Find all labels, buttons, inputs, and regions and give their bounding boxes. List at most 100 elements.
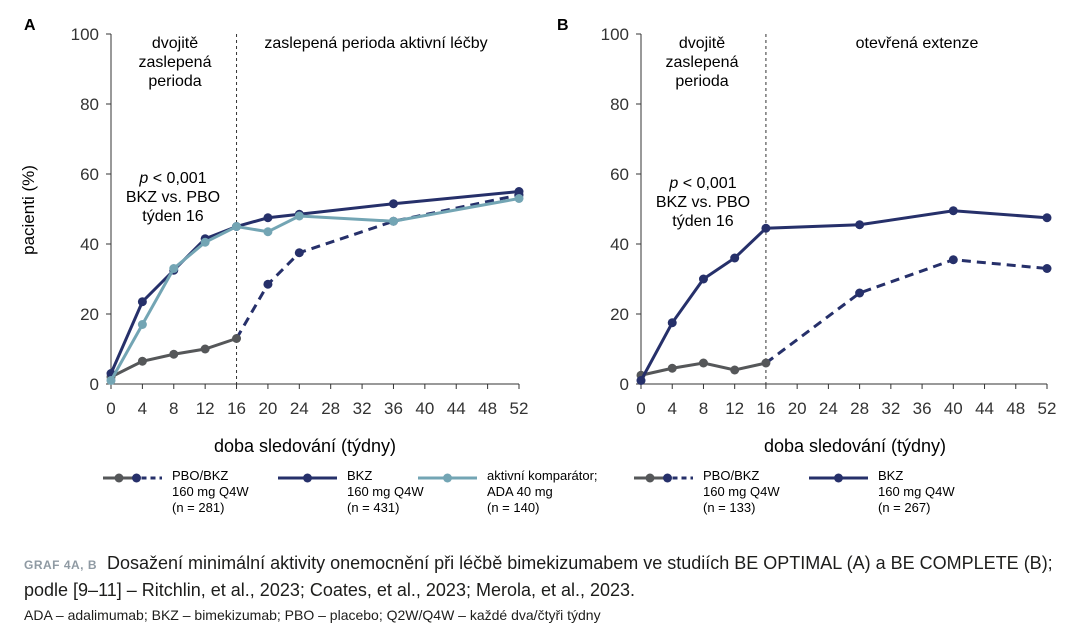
x-tick-label: 20 [788, 399, 807, 418]
legend-swatch [634, 473, 693, 483]
period-label-main: zaslepená perioda aktivní léčby [264, 35, 487, 52]
data-point-bkz [1042, 213, 1052, 223]
p-symbol: p [138, 170, 148, 187]
panel-label-b: B [557, 17, 569, 34]
y-tick-label: 20 [610, 305, 629, 324]
period-label-line: zaslepená [666, 54, 739, 71]
x-tick-label: 40 [944, 399, 963, 418]
data-point-aktivn-kompar-tor [200, 237, 210, 247]
data-point-pbo-bkz [761, 358, 771, 368]
legend-swatch [418, 473, 477, 483]
data-point-bkz [730, 253, 740, 263]
data-point-pbo-bkz [667, 363, 677, 373]
svg-text:p < 0,001: p < 0,001 [138, 170, 206, 187]
legend-label: ADA 40 mg [487, 484, 553, 499]
legend-label: (n = 133) [703, 500, 755, 515]
data-point-aktivn-kompar-tor [232, 222, 242, 231]
legend-item-pbo-bkz: PBO/BKZ 160 mg Q4W (n = 281) [103, 468, 249, 515]
data-point-aktivn-kompar-tor [137, 320, 147, 329]
data-point-bkz [388, 199, 398, 209]
period-labels: dvojitě zaslepená perioda otevřená exten… [666, 35, 979, 90]
x-tick-label: 32 [881, 399, 900, 418]
x-tick-label: 36 [384, 399, 403, 418]
legend-label: (n = 267) [878, 500, 930, 515]
x-tick-label: 8 [699, 399, 708, 418]
x-tick-label: 36 [913, 399, 932, 418]
y-tick-label: 80 [80, 95, 99, 114]
data-point-aktivn-kompar-tor [106, 376, 116, 385]
x-tick-label: 44 [447, 399, 466, 418]
x-tick-label: 24 [290, 399, 309, 418]
data-point-bkz [514, 187, 524, 196]
data-point-bkz [667, 318, 677, 328]
x-tick-label: 52 [1038, 399, 1057, 418]
y-tick-label: 100 [601, 25, 629, 44]
x-tick-label: 4 [667, 399, 676, 418]
y-tick-label: 40 [610, 235, 629, 254]
legend-marker [443, 473, 452, 483]
p-symbol: p [668, 175, 678, 192]
data-point-pbo-bkz [1042, 264, 1052, 273]
panel-label-a: A [24, 17, 36, 34]
legend-label: 160 mg Q4W [878, 484, 955, 499]
panel-a: A pacienti (%) doba sledování (týdny) 0 2… [19, 17, 598, 515]
legend-item-active-comparator: aktivní komparátor; ADA 40 mg (n = 140) [418, 468, 598, 515]
y-tick-label: 20 [80, 305, 99, 324]
legend-label: 160 mg Q4W [703, 484, 780, 499]
legend-label: BKZ [347, 468, 372, 483]
data-point-pbo-bkz [263, 279, 273, 289]
legend-label: (n = 281) [172, 500, 224, 515]
legend-item-pbo-bkz: PBO/BKZ 160 mg Q4W (n = 133) [634, 468, 780, 515]
y-tick-label: 0 [620, 375, 629, 394]
x-tick-label: 16 [756, 399, 775, 418]
data-point-aktivn-kompar-tor [514, 194, 524, 203]
y-tick-label: 80 [610, 95, 629, 114]
x-tick-label: 28 [850, 399, 869, 418]
y-tick-label: 60 [80, 165, 99, 184]
p-value: < 0,001 [678, 175, 736, 192]
legend-swatch [278, 473, 337, 483]
legend-label: (n = 431) [347, 500, 399, 515]
data-point-bkz [948, 206, 958, 216]
data-point-pbo-bkz [294, 248, 304, 258]
x-tick-label: 8 [169, 399, 178, 418]
data-point-pbo-bkz [948, 255, 958, 265]
data-point-bkz [137, 297, 147, 307]
legend-swatch [809, 473, 868, 483]
data-point-bkz [636, 376, 646, 385]
legend-swatch [103, 473, 162, 483]
x-tick-label: 12 [196, 399, 215, 418]
x-tick-label: 32 [353, 399, 372, 418]
period-label-main: otevřená extenze [856, 35, 979, 52]
legend-item-bkz: BKZ 160 mg Q4W (n = 267) [809, 468, 955, 515]
x-tick-label: 48 [478, 399, 497, 418]
y-tick-label: 40 [80, 235, 99, 254]
data-point-aktivn-kompar-tor [294, 211, 304, 221]
x-axis-label: doba sledování (týdny) [764, 436, 946, 456]
p-value: < 0,001 [148, 170, 206, 187]
legend-marker [303, 473, 312, 483]
period-label-line: perioda [675, 73, 728, 90]
data-point-pbo-bkz [169, 349, 179, 359]
data-point-aktivn-kompar-tor [169, 264, 179, 273]
period-label-line: zaslepená [139, 54, 212, 71]
annotation-line: BKZ vs. PBO [126, 189, 220, 206]
x-tick-label: 16 [227, 399, 246, 418]
legend-marker [645, 473, 655, 483]
legend-label: aktivní komparátor; [487, 468, 598, 483]
data-point-bkz [263, 213, 273, 223]
legend-label: PBO/BKZ [172, 468, 228, 483]
data-point-bkz [855, 220, 865, 230]
y-axis-label: pacienti (%) [19, 165, 38, 255]
legend-marker [114, 473, 124, 483]
x-tick-label: 52 [510, 399, 529, 418]
x-tick-label: 0 [106, 399, 115, 418]
annotation-line: BKZ vs. PBO [656, 194, 750, 211]
y-tick-label: 60 [610, 165, 629, 184]
legend-label: PBO/BKZ [703, 468, 759, 483]
period-label-line: perioda [148, 73, 201, 90]
data-point-pbo-bkz [730, 365, 740, 375]
plot-area [636, 206, 1052, 385]
